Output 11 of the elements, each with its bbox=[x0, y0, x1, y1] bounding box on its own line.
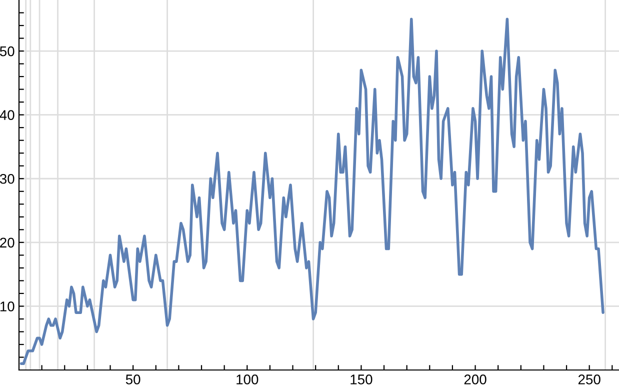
line-series bbox=[20, 18, 604, 366]
y-tick-label: 40 bbox=[0, 110, 14, 120]
x-tick-label: 250 bbox=[578, 374, 600, 384]
x-tick-label: 150 bbox=[350, 374, 372, 384]
y-tick-label: 10 bbox=[0, 302, 14, 312]
x-tick-label: 100 bbox=[236, 374, 258, 384]
y-tick-label: 50 bbox=[0, 46, 14, 56]
y-tick-label: 30 bbox=[0, 174, 14, 184]
x-tick-label: 50 bbox=[126, 374, 140, 384]
y-tick-label: 20 bbox=[0, 238, 14, 248]
x-tick-label: 200 bbox=[464, 374, 486, 384]
